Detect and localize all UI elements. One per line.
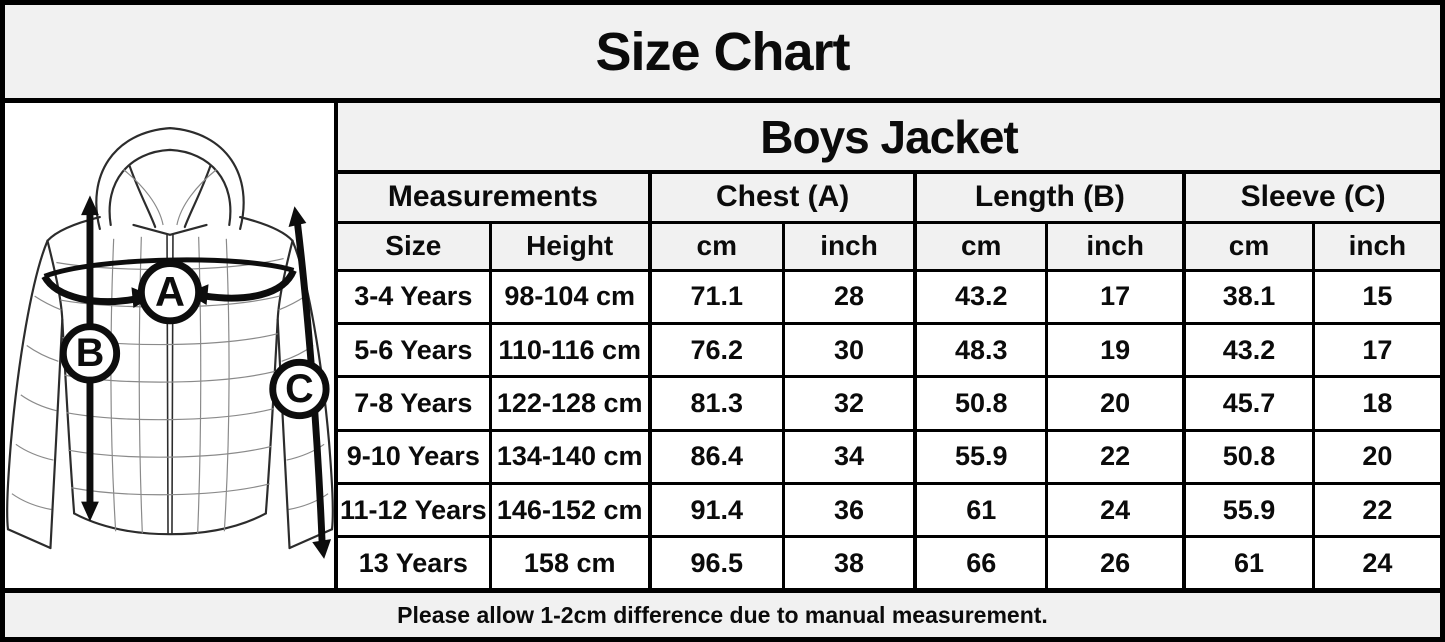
value-cell: 24 (1045, 482, 1186, 539)
measurement-note: Please allow 1-2cm difference due to man… (397, 601, 1048, 628)
measurement-markers: A B C (41, 195, 332, 559)
value-cell: 50.8 (1182, 428, 1315, 486)
col-header-sleeve-cm: cm (1182, 220, 1315, 272)
value-cell: 28 (781, 268, 917, 325)
value-cell: 61 (1182, 535, 1315, 588)
jacket-outline (6, 127, 334, 550)
value-cell: 61 (913, 482, 1049, 539)
table-row: 7-8 Years 122-128 cm 81.3 32 50.8 20 45.… (338, 375, 1440, 432)
height-cell: 146-152 cm (488, 482, 652, 539)
height-cell: 134-140 cm (488, 428, 652, 486)
value-cell: 17 (1045, 268, 1186, 325)
marker-c-letter: C (285, 367, 314, 411)
sub-header-row: Size Height cm inch cm inch cm inch (338, 220, 1440, 272)
jacket-diagram: A B C (6, 127, 334, 559)
size-cell: 9-10 Years (338, 428, 492, 486)
value-cell: 32 (781, 375, 917, 432)
value-cell: 55.9 (913, 428, 1049, 486)
value-cell: 50.8 (913, 375, 1049, 432)
value-cell: 86.4 (647, 428, 785, 486)
value-cell: 66 (913, 535, 1049, 588)
value-cell: 55.9 (1182, 482, 1315, 539)
value-cell: 19 (1045, 321, 1186, 379)
value-cell: 20 (1311, 428, 1440, 486)
size-cell: 11-12 Years (338, 482, 492, 539)
table-row: 13 Years 158 cm 96.5 38 66 26 61 24 (338, 535, 1440, 588)
title-bar: Size Chart (5, 5, 1440, 103)
size-table: Measurements Chest (A) Length (B) Sleeve… (338, 174, 1440, 588)
size-table-area: Boys Jacket Measurements Chest (A) Lengt… (338, 103, 1440, 588)
group-header-row: Measurements Chest (A) Length (B) Sleeve… (338, 174, 1440, 224)
size-cell: 3-4 Years (338, 268, 492, 325)
col-header-sleeve-inch: inch (1311, 220, 1440, 272)
group-header-sleeve: Sleeve (C) (1182, 174, 1440, 224)
value-cell: 38 (781, 535, 917, 588)
jacket-quilting (11, 169, 329, 534)
group-header-chest: Chest (A) (647, 174, 917, 224)
size-cell: 7-8 Years (338, 375, 492, 432)
value-cell: 17 (1311, 321, 1440, 379)
jacket-diagram-panel: A B C (5, 103, 338, 588)
value-cell: 38.1 (1182, 268, 1315, 325)
value-cell: 91.4 (647, 482, 785, 539)
height-cell: 158 cm (488, 535, 652, 588)
value-cell: 22 (1045, 428, 1186, 486)
marker-a: A (137, 260, 203, 325)
col-header-chest-inch: inch (781, 220, 917, 272)
value-cell: 34 (781, 428, 917, 486)
value-cell: 20 (1045, 375, 1186, 432)
col-header-chest-cm: cm (647, 220, 785, 272)
value-cell: 22 (1311, 482, 1440, 539)
marker-b-circle (59, 323, 121, 384)
col-header-size: Size (338, 220, 492, 272)
value-cell: 18 (1311, 375, 1440, 432)
marker-a-circle (137, 260, 203, 325)
group-header-measurements: Measurements (338, 174, 652, 224)
value-cell: 43.2 (1182, 321, 1315, 379)
table-row: 3-4 Years 98-104 cm 71.1 28 43.2 17 38.1… (338, 268, 1440, 325)
value-cell: 81.3 (647, 375, 785, 432)
value-cell: 30 (781, 321, 917, 379)
height-cell: 110-116 cm (488, 321, 652, 379)
group-header-length: Length (B) (913, 174, 1186, 224)
marker-c-circle (269, 358, 330, 420)
height-cell: 122-128 cm (488, 375, 652, 432)
value-cell: 43.2 (913, 268, 1049, 325)
page-title: Size Chart (595, 21, 850, 82)
col-header-length-cm: cm (913, 220, 1049, 272)
content: A B C Boys Jacket (5, 103, 1440, 588)
table-row: 9-10 Years 134-140 cm 86.4 34 55.9 22 50… (338, 428, 1440, 486)
table-row: 11-12 Years 146-152 cm 91.4 36 61 24 55.… (338, 482, 1440, 539)
product-title-bar: Boys Jacket (338, 103, 1440, 174)
footer-bar: Please allow 1-2cm difference due to man… (5, 588, 1440, 637)
value-cell: 71.1 (647, 268, 785, 325)
marker-b-letter: B (76, 331, 105, 375)
value-cell: 15 (1311, 268, 1440, 325)
product-title: Boys Jacket (760, 110, 1018, 163)
marker-c: C (269, 358, 330, 420)
table-row: 5-6 Years 110-116 cm 76.2 30 48.3 19 43.… (338, 321, 1440, 379)
col-header-length-inch: inch (1045, 220, 1186, 272)
value-cell: 24 (1311, 535, 1440, 588)
value-cell: 76.2 (647, 321, 785, 379)
size-cell: 13 Years (338, 535, 492, 588)
marker-a-letter: A (155, 268, 185, 315)
value-cell: 36 (781, 482, 917, 539)
size-cell: 5-6 Years (338, 321, 492, 379)
value-cell: 45.7 (1182, 375, 1315, 432)
value-cell: 48.3 (913, 321, 1049, 379)
marker-b: B (59, 323, 121, 384)
height-cell: 98-104 cm (488, 268, 652, 325)
value-cell: 96.5 (647, 535, 785, 588)
col-header-height: Height (488, 220, 652, 272)
value-cell: 26 (1045, 535, 1186, 588)
